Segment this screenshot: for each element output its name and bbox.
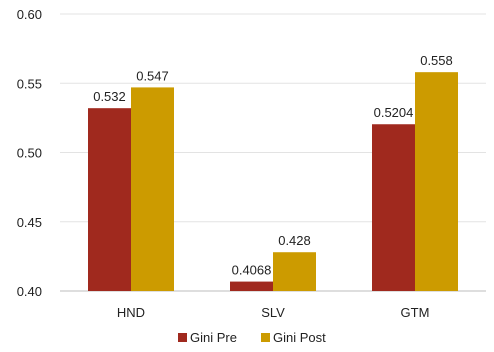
data-label: 0.532: [93, 89, 126, 104]
legend-swatch: [178, 333, 187, 342]
y-tick-label: 0.45: [17, 215, 42, 230]
legend-label: Gini Pre: [190, 330, 237, 345]
bar-gtm-post: [415, 72, 458, 291]
bar-hnd-post: [131, 87, 174, 291]
bar-hnd-pre: [88, 108, 131, 292]
x-category-label: HND: [117, 305, 145, 320]
y-tick-label: 0.60: [17, 7, 42, 22]
bar-slv-pre: [230, 281, 273, 291]
legend-label: Gini Post: [273, 330, 326, 345]
y-axis-ticks: 0.40 0.45 0.50 0.55 0.60: [17, 7, 42, 299]
y-tick-label: 0.50: [17, 146, 42, 161]
bar-gtm-pre: [372, 124, 415, 291]
legend-swatch: [261, 333, 270, 342]
y-tick-label: 0.55: [17, 76, 42, 91]
data-labels: 0.532 0.547 0.4068 0.428 0.5204 0.558: [93, 53, 453, 277]
x-category-label: SLV: [261, 305, 285, 320]
data-label: 0.428: [278, 233, 311, 248]
x-category-label: GTM: [401, 305, 430, 320]
data-label: 0.5204: [374, 105, 414, 120]
x-axis-categories: HND SLV GTM: [117, 305, 430, 320]
legend: Gini Pre Gini Post: [178, 330, 326, 345]
data-label: 0.547: [136, 68, 169, 83]
bar-slv-post: [273, 252, 316, 291]
data-label: 0.558: [420, 53, 453, 68]
data-label: 0.4068: [232, 263, 272, 278]
y-tick-label: 0.40: [17, 284, 42, 299]
bars: [88, 72, 458, 292]
